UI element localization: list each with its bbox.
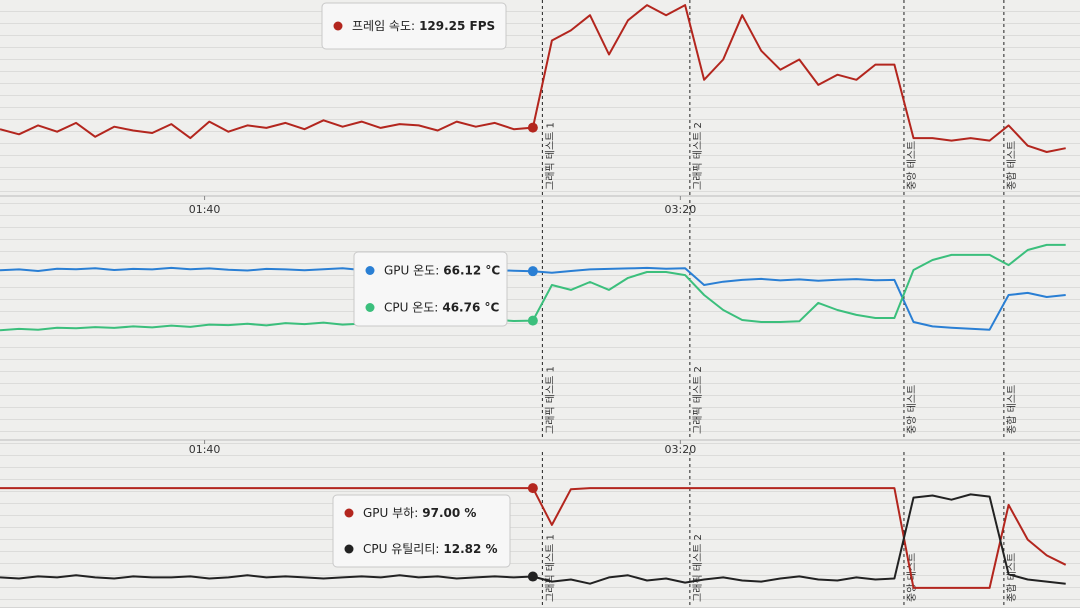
test-marker-label: 종합 테스트: [1006, 385, 1018, 434]
tooltip-dot: [344, 544, 354, 554]
test-marker-label: 종합 테스트: [1006, 553, 1018, 602]
x-tick-label: 01:40: [189, 443, 221, 456]
tooltip-box: [321, 2, 507, 50]
hover-point: [527, 122, 538, 133]
series-line: [0, 493, 1066, 585]
tooltip-dot: [344, 508, 354, 518]
chart-panel: 01:40 03:20 그래픽 테스트 1 그래픽 테스트 2 중앙 테스트 종합 테스트…: [0, 200, 1080, 456]
test-marker-label: 종합 테스트: [1006, 141, 1018, 190]
test-marker-label: 그래픽 테스트 2: [692, 534, 704, 602]
tooltip-dot: [365, 303, 375, 312]
tooltip-value: 12.82 %: [443, 542, 497, 556]
hover-point: [527, 315, 538, 326]
tooltip-value: 97.00 %: [422, 506, 476, 520]
test-marker-label: 중앙 테스트: [906, 385, 918, 434]
tooltip-value: 46.76 °C: [442, 300, 499, 314]
test-marker-label: 그래픽 테스트 1: [544, 122, 556, 190]
tooltip-label: 프레임 속도:: [352, 19, 415, 33]
tooltip-text: GPU 부하: 97.00 %: [363, 506, 476, 520]
test-marker-label: 중앙 테스트: [906, 141, 918, 190]
tooltip-text: CPU 온도: 46.76 °C: [384, 300, 499, 314]
tooltip-label: CPU 온도:: [384, 300, 438, 314]
hover-point: [527, 571, 538, 582]
hover-point: [527, 483, 538, 494]
tooltip-label: CPU 유틸리티:: [363, 542, 439, 556]
chart-panel: 01:40 03:20 그래픽 테스트 1 그래픽 테스트 2 중앙 테스트 종합 테스트…: [0, 0, 1080, 216]
tooltip-text: GPU 온도: 66.12 °C: [384, 263, 500, 277]
tooltip-label: GPU 부하:: [363, 506, 418, 520]
tooltip-label: GPU 온도:: [384, 263, 439, 277]
tooltip-dot: [333, 21, 343, 31]
test-marker-label: 그래픽 테스트 2: [692, 366, 704, 434]
test-marker-label: 그래픽 테스트 1: [544, 366, 556, 434]
test-marker-label: 그래픽 테스트 2: [692, 122, 704, 190]
tooltip-box: [332, 494, 511, 568]
tooltip-text: 프레임 속도: 129.25 FPS: [352, 19, 495, 33]
test-marker-label: 그래픽 테스트 1: [544, 534, 556, 602]
tooltip-value: 66.12 °C: [443, 263, 500, 277]
tooltip-text: CPU 유틸리티: 12.82 %: [363, 542, 498, 556]
tooltip-dot: [365, 266, 375, 275]
x-tick-label: 01:40: [189, 203, 221, 216]
hover-point: [527, 266, 538, 277]
x-tick-label: 03:20: [665, 203, 697, 216]
x-tick-label: 03:20: [665, 443, 697, 456]
tooltip-value: 129.25 FPS: [419, 19, 495, 33]
tooltip-box: [353, 251, 508, 327]
